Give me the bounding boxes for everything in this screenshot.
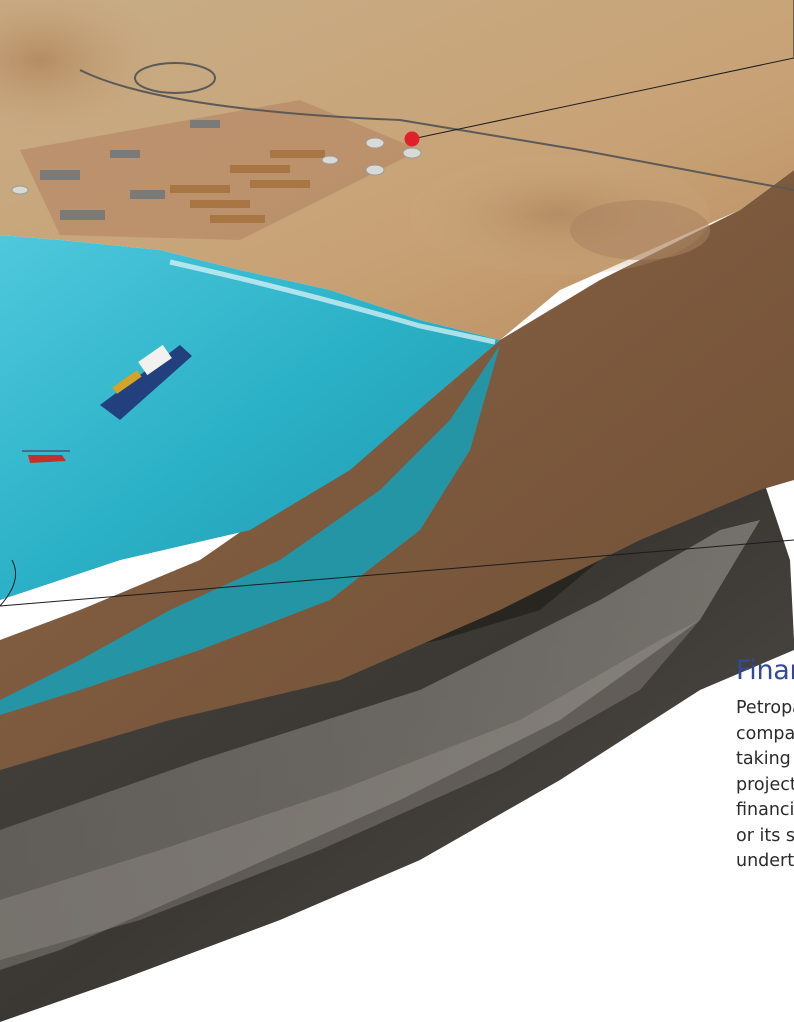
pipeline-arc bbox=[0, 559, 16, 607]
section-body: Petropa compar taking r projects financi… bbox=[736, 696, 794, 875]
supply-vessel bbox=[100, 344, 192, 420]
body-line: underta bbox=[736, 851, 794, 871]
callout-line-top bbox=[411, 57, 794, 140]
sea-surface bbox=[0, 235, 500, 600]
body-line: projects bbox=[736, 774, 794, 795]
financing-section: Finan Petropa compar taking r projects f… bbox=[736, 654, 794, 875]
body-line: Petropa bbox=[736, 698, 794, 718]
body-line: taking r bbox=[736, 749, 794, 769]
industrial-plant bbox=[11, 62, 794, 240]
body-line: financin bbox=[736, 800, 794, 820]
callout-line-bottom bbox=[0, 539, 794, 607]
plant-marker bbox=[404, 131, 420, 147]
hill-left bbox=[0, 0, 160, 135]
shore-foam bbox=[169, 259, 496, 345]
section-heading: Finan bbox=[736, 655, 794, 686]
helicopter-icon bbox=[22, 450, 70, 463]
body-line: compar bbox=[736, 723, 794, 744]
body-line: or its so bbox=[736, 825, 794, 846]
strata-band bbox=[0, 520, 760, 970]
